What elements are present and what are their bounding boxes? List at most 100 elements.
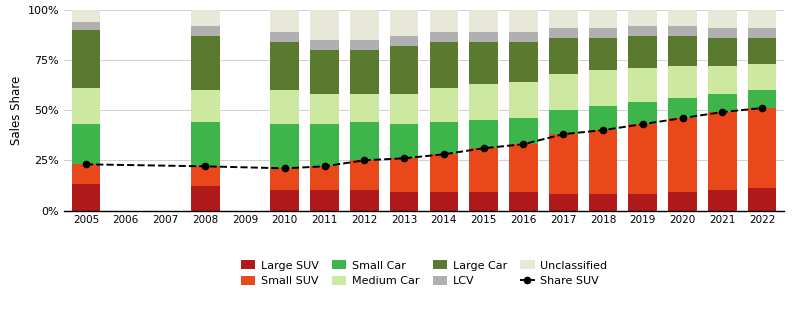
Bar <box>430 42 458 88</box>
Bar <box>310 50 339 94</box>
Bar <box>708 10 737 28</box>
Bar <box>350 94 378 122</box>
Share SUV <box>638 122 647 126</box>
Bar <box>629 124 657 195</box>
Bar <box>390 158 418 192</box>
Bar <box>270 42 299 90</box>
Bar <box>270 190 299 211</box>
Bar <box>191 26 219 36</box>
Bar <box>708 112 737 190</box>
Bar <box>430 10 458 32</box>
Share SUV <box>598 128 608 132</box>
Share SUV <box>201 164 210 168</box>
Bar <box>390 46 418 94</box>
Bar <box>509 10 538 32</box>
Bar <box>668 192 697 211</box>
Bar <box>668 118 697 192</box>
Bar <box>668 26 697 36</box>
Share SUV <box>518 142 528 146</box>
Bar <box>668 98 697 118</box>
Bar <box>71 184 100 211</box>
Bar <box>748 108 777 189</box>
Share SUV <box>81 162 90 166</box>
Bar <box>549 74 578 110</box>
Bar <box>589 106 618 130</box>
Bar <box>470 148 498 192</box>
Share SUV <box>280 167 290 170</box>
Bar <box>748 90 777 108</box>
Bar <box>589 130 618 195</box>
Bar <box>629 102 657 124</box>
Bar <box>668 36 697 66</box>
Bar <box>589 28 618 38</box>
Bar <box>191 90 219 122</box>
Bar <box>549 110 578 134</box>
Bar <box>708 190 737 211</box>
Share SUV <box>758 106 767 110</box>
Bar <box>748 28 777 38</box>
Share SUV <box>439 152 449 156</box>
Bar <box>390 36 418 46</box>
Share SUV <box>718 110 727 114</box>
Bar <box>270 90 299 124</box>
Bar <box>430 192 458 211</box>
Y-axis label: Sales Share: Sales Share <box>10 75 23 145</box>
Bar <box>470 192 498 211</box>
Bar <box>629 68 657 102</box>
Bar <box>191 186 219 211</box>
Share SUV <box>479 146 489 150</box>
Share SUV <box>558 132 568 136</box>
Bar <box>191 10 219 26</box>
Bar <box>350 160 378 190</box>
Bar <box>509 42 538 82</box>
Bar <box>748 64 777 90</box>
Bar <box>71 22 100 30</box>
Bar <box>71 164 100 184</box>
Bar <box>270 32 299 42</box>
Share SUV <box>399 156 409 160</box>
Bar <box>71 30 100 88</box>
Bar <box>629 26 657 36</box>
Bar <box>509 192 538 211</box>
Bar <box>668 66 697 98</box>
Bar <box>310 10 339 40</box>
Share SUV <box>359 158 369 162</box>
Bar <box>549 195 578 211</box>
Bar <box>430 32 458 42</box>
Bar <box>270 10 299 32</box>
Bar <box>390 192 418 211</box>
Bar <box>549 10 578 28</box>
Bar <box>509 144 538 192</box>
Bar <box>71 88 100 124</box>
Bar <box>350 122 378 160</box>
Bar <box>430 154 458 192</box>
Bar <box>430 88 458 122</box>
Bar <box>708 28 737 38</box>
Bar <box>350 50 378 94</box>
Bar <box>390 124 418 158</box>
Bar <box>71 124 100 164</box>
Bar <box>708 94 737 112</box>
Bar <box>549 38 578 74</box>
Bar <box>589 70 618 106</box>
Bar <box>470 84 498 120</box>
Bar <box>310 94 339 124</box>
Bar <box>629 36 657 68</box>
Bar <box>470 32 498 42</box>
Bar <box>509 32 538 42</box>
Bar <box>191 166 219 186</box>
Bar <box>549 134 578 195</box>
Bar <box>430 122 458 154</box>
Share SUV <box>678 116 687 120</box>
Bar <box>708 66 737 94</box>
Bar <box>629 195 657 211</box>
Bar <box>390 94 418 124</box>
Bar <box>350 40 378 50</box>
Bar <box>270 168 299 190</box>
Bar <box>310 124 339 166</box>
Bar <box>748 38 777 64</box>
Bar <box>350 10 378 40</box>
Bar <box>589 10 618 28</box>
Bar <box>470 10 498 32</box>
Bar <box>350 190 378 211</box>
